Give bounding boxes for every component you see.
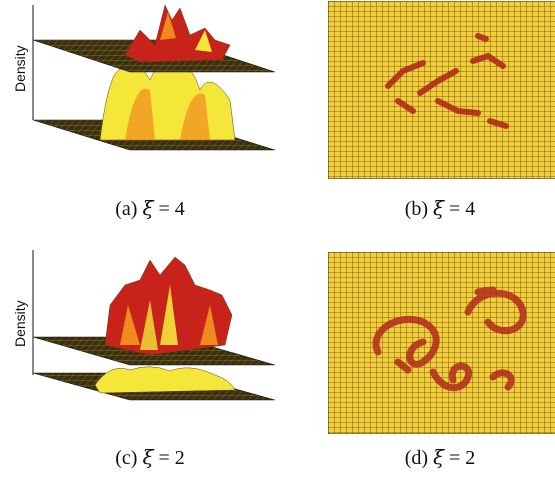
panel-b: (b) ξ = 4 [280,0,555,230]
xi-symbol-b: ξ [433,196,445,220]
xi-symbol-a: ξ [142,196,154,220]
caption-d-eq: = 2 [444,447,476,469]
blob-pattern-b [385,33,509,129]
surface-peaks-top-a [124,4,231,63]
panel-c: Density (c) ξ = 2 [0,245,280,478]
density-grid-d [328,252,555,434]
caption-a: (a) ξ = 4 [20,196,280,221]
caption-b-prefix: (b) [404,198,434,220]
xi-symbol-d: ξ [433,445,445,469]
surface-peaks-top-c [104,256,233,356]
xi-symbol-c: ξ [142,445,154,469]
density-surface-plot-c [32,250,276,401]
caption-a-prefix: (a) [115,198,143,220]
panel-d: (d) ξ = 2 [280,245,555,478]
blob-pattern-d [372,286,527,392]
caption-b-eq: = 4 [444,198,476,220]
caption-a-eq: = 4 [153,198,185,220]
density-surface-plot-a [32,4,276,151]
caption-c: (c) ξ = 2 [20,445,280,470]
caption-c-prefix: (c) [115,447,143,469]
y-axis-label-a: Density [12,45,28,92]
caption-c-eq: = 2 [153,447,185,469]
y-axis-label-c: Density [12,300,28,347]
panel-a: Density (a) ξ = 4 [0,0,280,230]
surface-peaks-a [99,61,236,141]
density-grid-b [328,1,555,179]
caption-d-prefix: (d) [404,447,434,469]
caption-b: (b) ξ = 4 [310,196,555,221]
surface-peaks-low-c [94,366,236,394]
caption-d: (d) ξ = 2 [310,445,555,470]
